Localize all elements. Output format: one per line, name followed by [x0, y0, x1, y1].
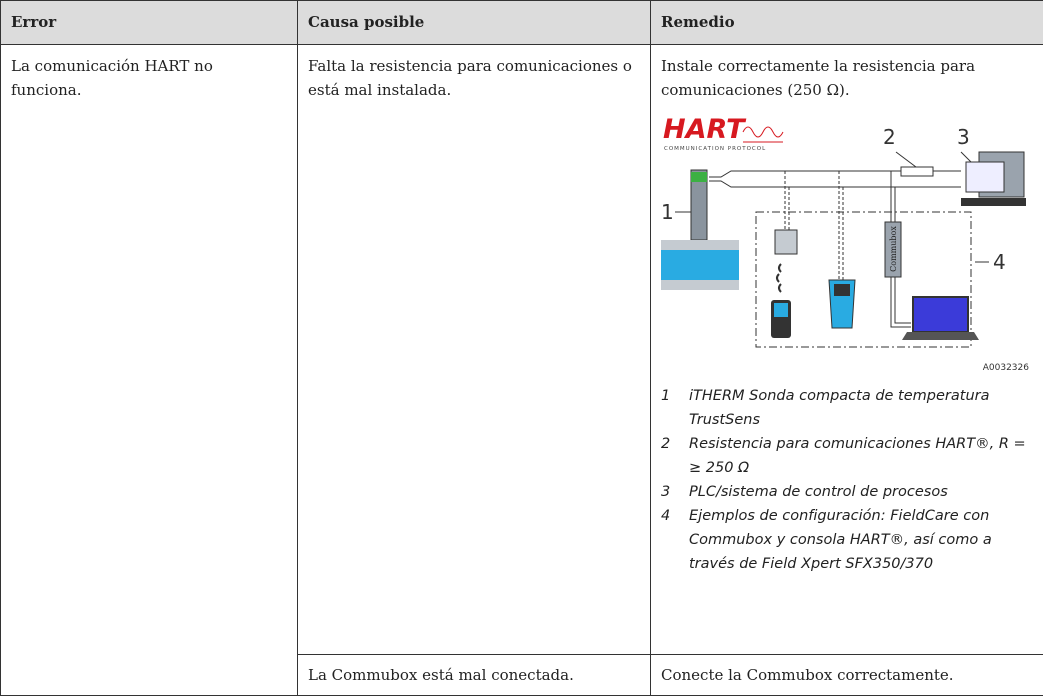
callout: 3	[957, 125, 970, 149]
pipe	[661, 250, 739, 280]
header-cell: Error	[0, 0, 298, 45]
callout: 2	[883, 125, 896, 149]
commubox-label: Commubox	[889, 226, 898, 272]
plc-screen	[965, 161, 1005, 193]
row: La comunicación HART no funciona. Falta …	[0, 44, 1043, 696]
legend-item: 1 iTHERM Sonda compacta de temperatura Tr…	[661, 384, 1033, 432]
wire	[709, 180, 961, 188]
legend-number: 2	[661, 436, 671, 452]
handheld-screen	[834, 284, 850, 296]
remedy-text: Instale correctamente la resistencia par…	[661, 57, 976, 99]
bluetooth-modem	[774, 229, 798, 255]
resistor	[900, 166, 934, 177]
error-cell: La comunicación HART no funciona.	[0, 44, 298, 696]
legend-item: 3 PLC/sistema de control de procesos	[661, 480, 1033, 504]
cause-cell: La Commubox está mal conectada.	[297, 654, 651, 696]
legend-number: 1	[661, 388, 671, 404]
cable	[890, 277, 911, 328]
legend-text: Ejemplos de configuración: FieldCare con…	[689, 508, 992, 572]
legend-text: iTHERM Sonda compacta de temperatura Tru…	[689, 388, 990, 428]
logo-wave	[742, 126, 784, 138]
signal	[776, 263, 782, 293]
cause-cell: Falta la resistencia para comunicaciones…	[297, 44, 651, 655]
header-cell: Remedio	[650, 0, 1043, 45]
legend-text: Resistencia para comunicaciones HART®, R…	[689, 436, 1026, 476]
plc-keyboard	[961, 198, 1026, 206]
header-row: Error Causa posible Remedio	[0, 0, 1043, 45]
header-cell: Causa posible	[297, 0, 651, 45]
legend-number: 3	[661, 484, 671, 500]
pipe-wall	[661, 280, 739, 290]
wiring-diagram: HART COMMUNICATION PROTOCOL 2 3	[661, 114, 1030, 373]
remedy-cell: Conecte la Commubox correctamente.	[650, 654, 1043, 696]
pipe-wall	[661, 240, 739, 250]
sensor-head	[691, 172, 707, 182]
legend: 1 iTHERM Sonda compacta de temperatura Tr…	[661, 384, 1033, 576]
legend-text: PLC/sistema de control de procesos	[689, 484, 948, 500]
legend-number: 4	[661, 508, 671, 524]
config-box	[755, 211, 972, 348]
commubox	[884, 221, 902, 278]
wire	[709, 170, 961, 178]
laptop-base	[902, 332, 979, 340]
logo-subtitle: COMMUNICATION PROTOCOL	[664, 146, 766, 152]
remedy-cell: Instale correctamente la resistencia par…	[650, 44, 1043, 655]
legend-item: 2 Resistencia para comunicaciones HART®, …	[661, 432, 1033, 480]
figure-code: A0032326	[983, 363, 1030, 373]
legend-item: 4 Ejemplos de configuración: FieldCare co…	[661, 504, 1033, 576]
leader	[895, 151, 917, 168]
callout: 1	[661, 200, 674, 224]
phone-screen	[774, 303, 788, 317]
logo: HART	[663, 114, 747, 145]
callout: 4	[993, 250, 1006, 274]
laptop-screen	[912, 296, 969, 333]
row: La Commubox está mal conectada. Conecte …	[1, 654, 1043, 696]
